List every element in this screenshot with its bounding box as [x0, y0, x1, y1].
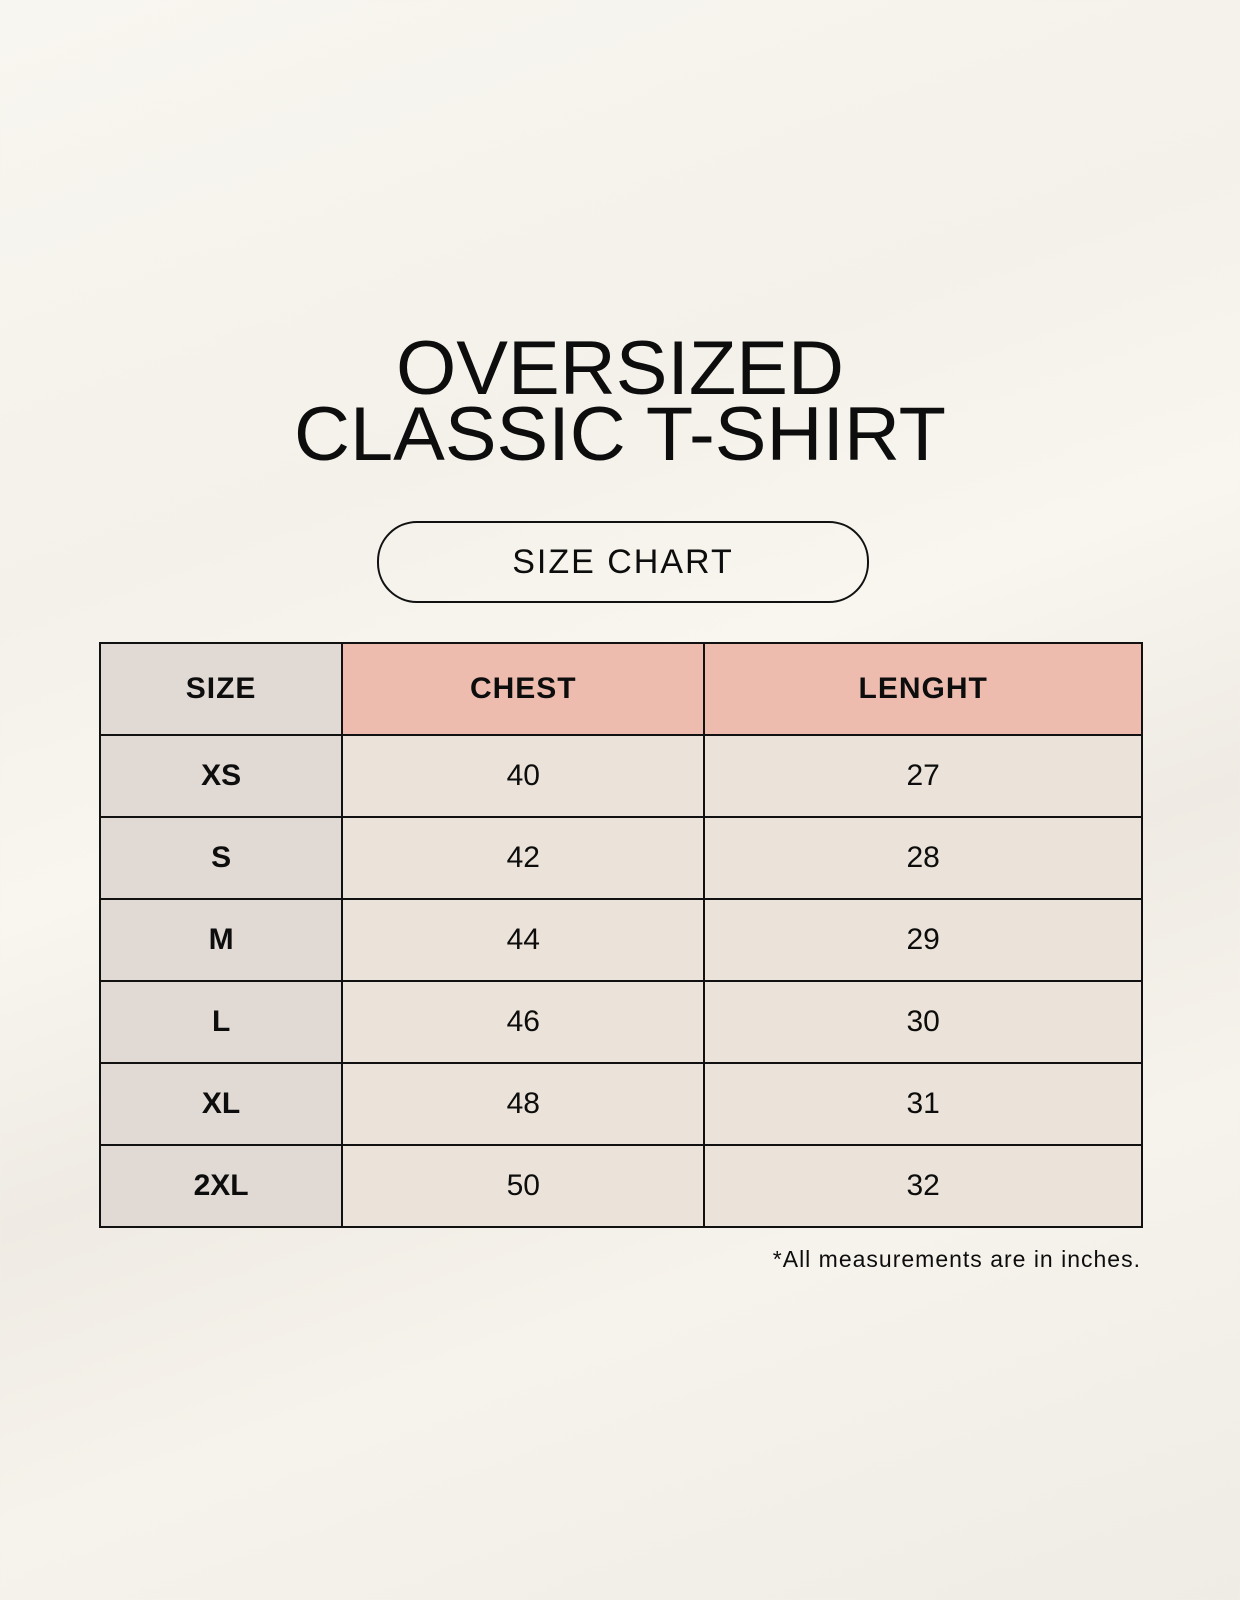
- header-row: SIZE CHEST LENGHT: [98, 642, 1143, 736]
- header-size: SIZE: [98, 642, 344, 736]
- cell-length: 31: [703, 1062, 1143, 1146]
- cell-length: 30: [703, 980, 1143, 1064]
- cell-length: 27: [703, 734, 1143, 818]
- cell-chest: 48: [341, 1062, 706, 1146]
- size-table: SIZE CHEST LENGHT XS 40 27 S 42 28 M 44 29 L 46 30 X…: [98, 642, 1143, 1228]
- size-chart-badge: SIZE CHART: [377, 521, 869, 603]
- cell-size: L: [98, 980, 344, 1064]
- cell-size: M: [98, 898, 344, 982]
- title-line-1: OVERSIZED: [395, 326, 844, 411]
- table-row: S 42 28: [98, 816, 1143, 900]
- header-chest: CHEST: [341, 642, 706, 736]
- cell-size: 2XL: [98, 1144, 344, 1228]
- cell-size: XS: [98, 734, 344, 818]
- table-row: XL 48 31: [98, 1062, 1143, 1146]
- cell-chest: 44: [341, 898, 706, 982]
- cell-size: XL: [98, 1062, 344, 1146]
- cell-length: 32: [703, 1144, 1143, 1228]
- header-length: LENGHT: [703, 642, 1143, 736]
- table-row: M 44 29: [98, 898, 1143, 982]
- title-line-2: CLASSIC T-SHIRT: [294, 392, 946, 477]
- cell-chest: 40: [341, 734, 706, 818]
- footnote: *All measurements are in inches.: [772, 1246, 1141, 1272]
- cell-length: 28: [703, 816, 1143, 900]
- table-row: 2XL 50 32: [98, 1144, 1143, 1228]
- cell-length: 29: [703, 898, 1143, 982]
- page-title: OVERSIZED CLASSIC T-SHIRT: [0, 326, 1240, 477]
- cell-chest: 50: [341, 1144, 706, 1228]
- cell-chest: 46: [341, 980, 706, 1064]
- table-row: L 46 30: [98, 980, 1143, 1064]
- table-row: XS 40 27: [98, 734, 1143, 818]
- cell-size: S: [98, 816, 344, 900]
- cell-chest: 42: [341, 816, 706, 900]
